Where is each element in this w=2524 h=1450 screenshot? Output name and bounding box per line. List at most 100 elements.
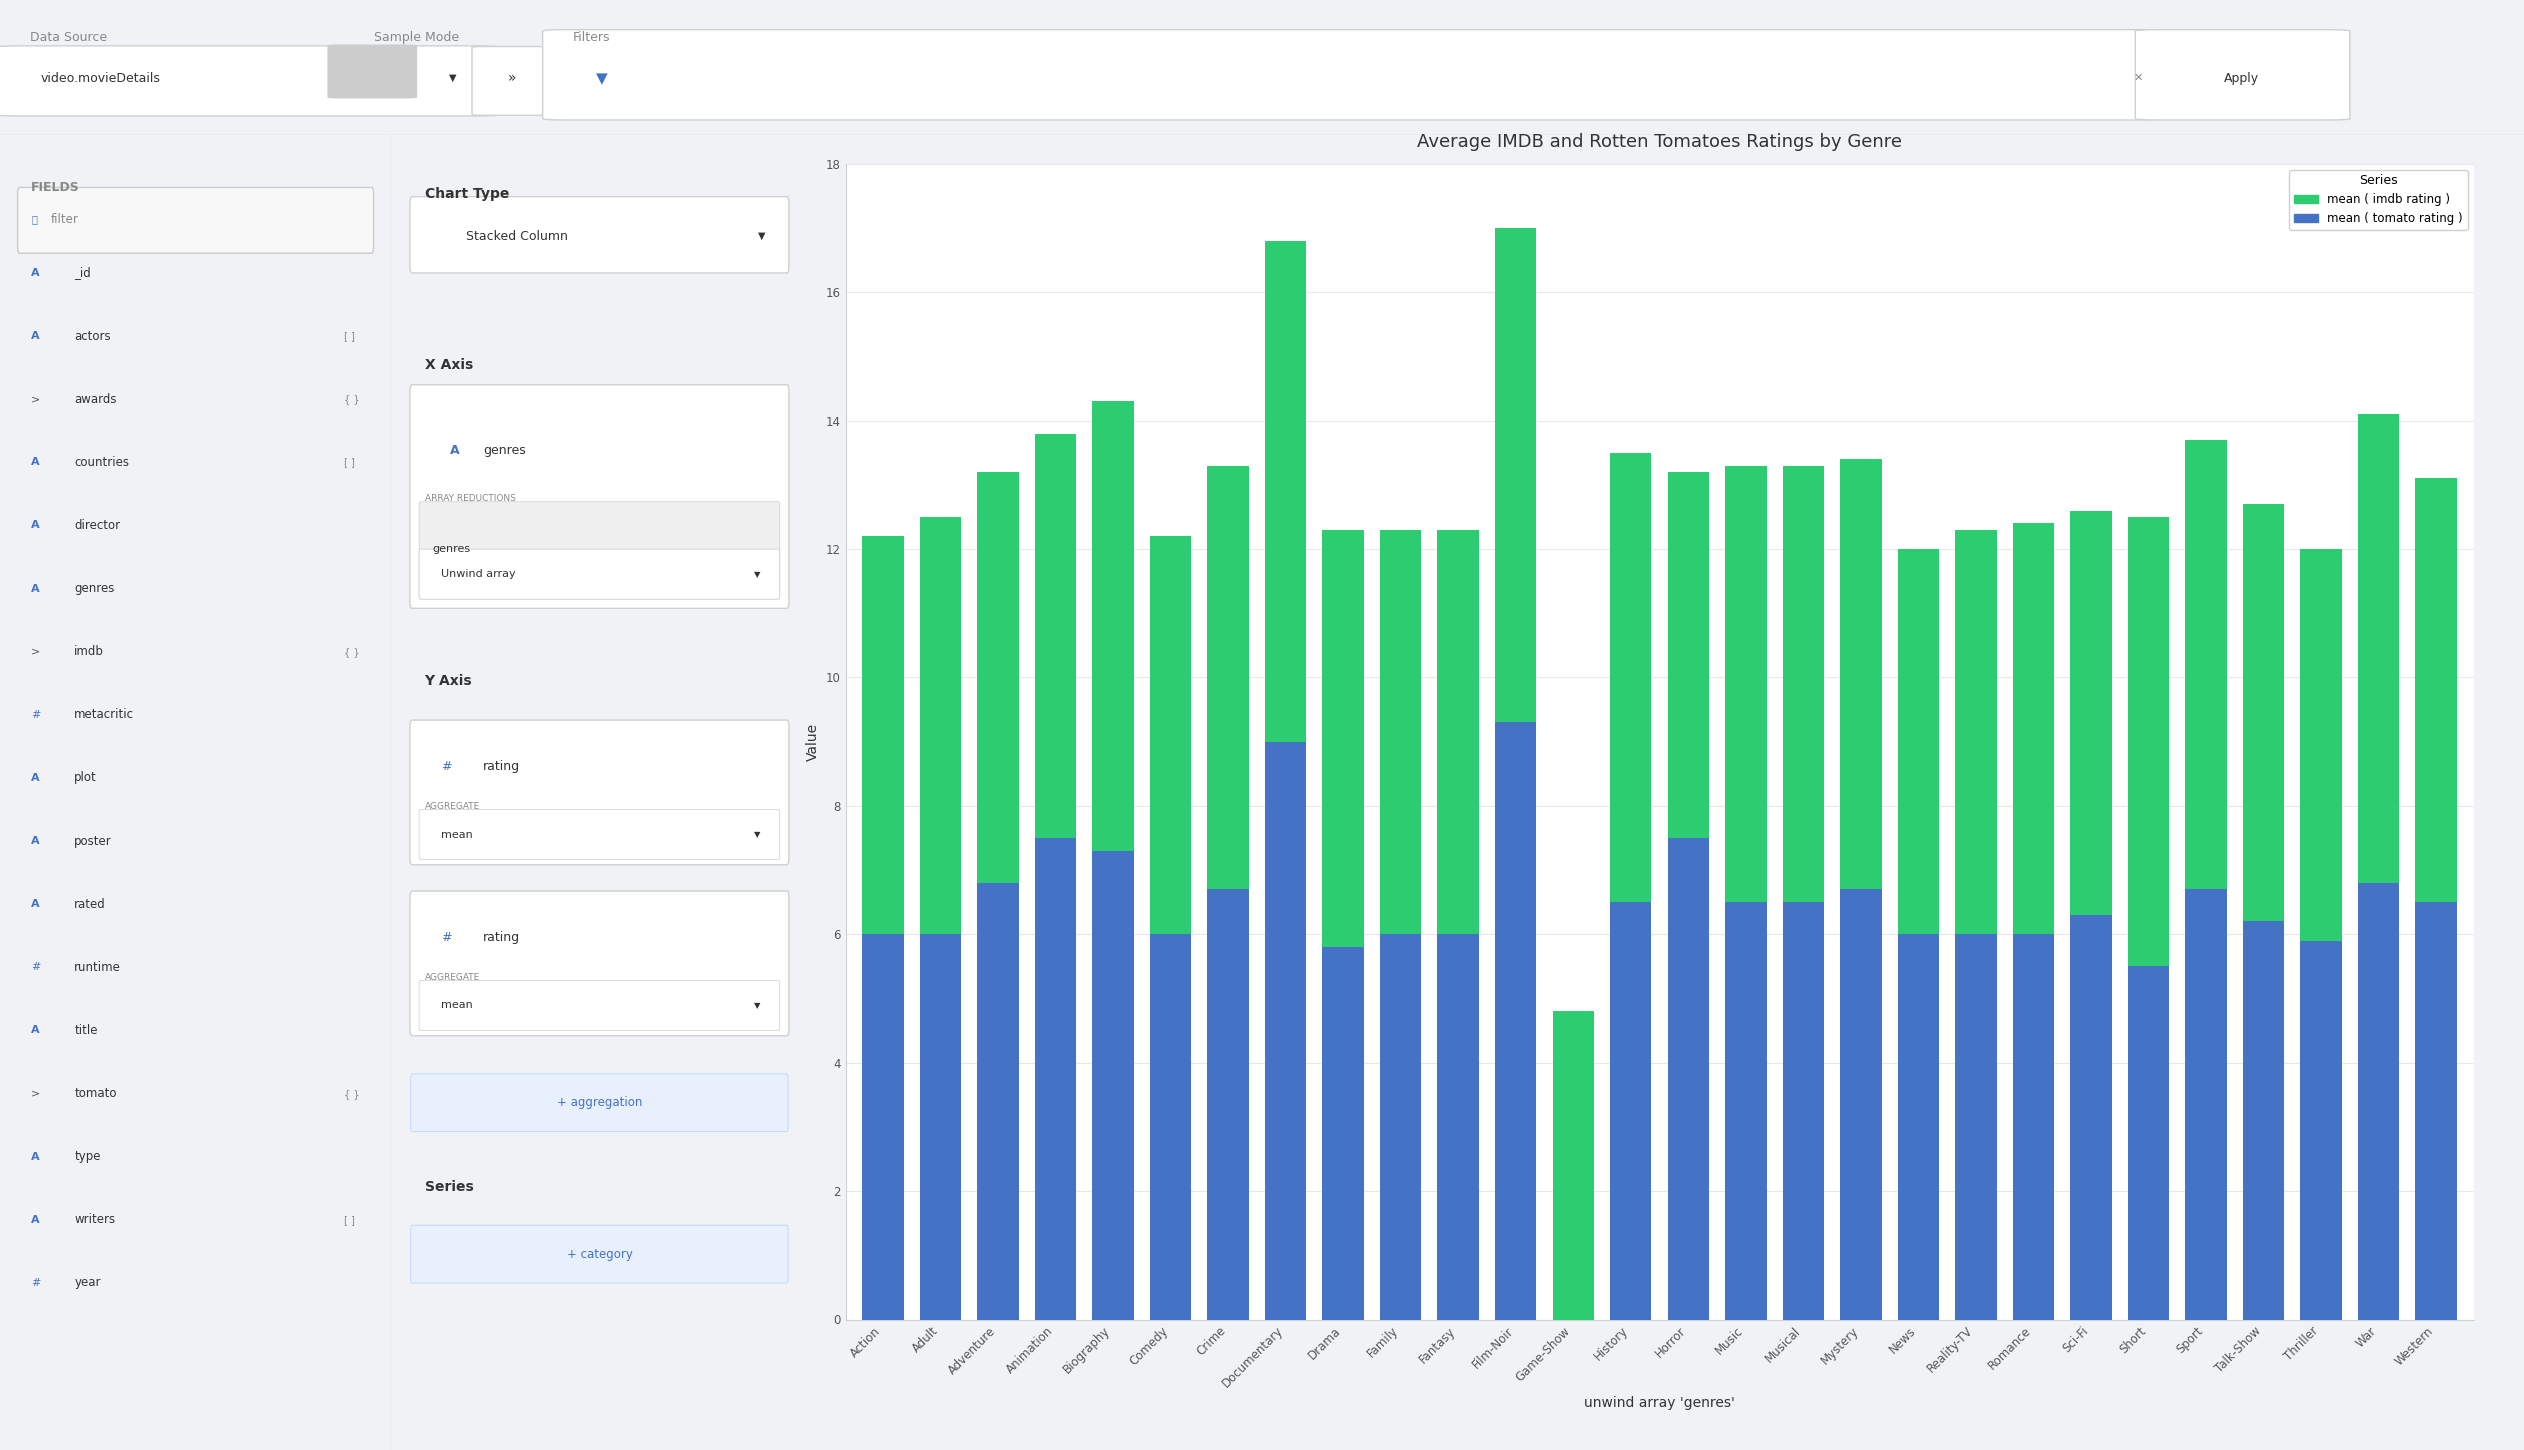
Bar <box>1323 947 1363 1320</box>
Bar <box>1610 452 1651 902</box>
Bar <box>1035 434 1075 838</box>
Text: ▼: ▼ <box>596 71 608 86</box>
Text: #: # <box>442 760 452 773</box>
Text: A: A <box>30 1215 40 1225</box>
Bar <box>2244 505 2284 921</box>
Bar <box>863 934 904 1320</box>
FancyBboxPatch shape <box>18 187 374 254</box>
FancyBboxPatch shape <box>409 721 790 864</box>
Text: genres: genres <box>482 444 525 457</box>
Text: imdb: imdb <box>73 645 103 658</box>
Text: A: A <box>30 899 40 909</box>
Bar <box>2415 902 2456 1320</box>
Bar <box>1151 536 1191 934</box>
Bar <box>2357 883 2400 1320</box>
Bar <box>2070 510 2113 915</box>
Bar <box>1323 529 1363 947</box>
Text: ✕: ✕ <box>2133 72 2143 83</box>
Text: A: A <box>30 773 40 783</box>
Text: actors: actors <box>73 329 111 342</box>
Text: »: » <box>507 71 517 86</box>
Text: 🔍: 🔍 <box>30 215 38 223</box>
Text: { }: { } <box>343 647 361 657</box>
Text: Apply: Apply <box>2224 71 2259 84</box>
Bar <box>2299 550 2342 941</box>
Bar <box>2070 915 2113 1320</box>
Text: ARRAY REDUCTIONS: ARRAY REDUCTIONS <box>424 494 515 503</box>
Bar <box>1668 473 1709 838</box>
Text: filter: filter <box>50 213 78 226</box>
Text: >: > <box>30 1089 40 1099</box>
Text: #: # <box>30 710 40 719</box>
Text: Series: Series <box>424 1180 475 1195</box>
Text: Stacked Column: Stacked Column <box>467 229 568 242</box>
FancyBboxPatch shape <box>419 550 780 599</box>
Bar <box>1265 742 1307 1320</box>
Bar <box>1265 241 1307 742</box>
Bar <box>2128 966 2168 1320</box>
Text: Unwind array: Unwind array <box>442 568 515 579</box>
FancyBboxPatch shape <box>419 502 780 599</box>
Text: year: year <box>73 1276 101 1289</box>
Bar <box>1840 889 1880 1320</box>
Text: video.movieDetails: video.movieDetails <box>40 71 159 84</box>
Text: director: director <box>73 519 121 532</box>
Bar <box>1552 1011 1595 1320</box>
FancyBboxPatch shape <box>543 29 2158 120</box>
Bar <box>1151 934 1191 1320</box>
Text: { }: { } <box>343 1089 361 1099</box>
Bar <box>2299 941 2342 1320</box>
Bar <box>1610 902 1651 1320</box>
Bar <box>1381 934 1421 1320</box>
Bar <box>1898 550 1938 934</box>
Text: A: A <box>30 457 40 467</box>
Text: ▼: ▼ <box>757 231 765 241</box>
Text: genres: genres <box>434 544 472 554</box>
FancyBboxPatch shape <box>328 45 416 97</box>
Text: mean: mean <box>442 829 472 840</box>
Bar <box>919 518 962 934</box>
Bar <box>1494 722 1537 1320</box>
Bar <box>1206 889 1249 1320</box>
Text: mean: mean <box>442 1000 472 1011</box>
Text: rated: rated <box>73 898 106 911</box>
Bar <box>1494 228 1537 722</box>
Bar <box>863 536 904 934</box>
Text: A: A <box>30 268 40 278</box>
Bar <box>2186 439 2226 889</box>
Bar <box>2357 415 2400 883</box>
Bar <box>2128 518 2168 966</box>
Text: A: A <box>30 837 40 847</box>
Bar <box>2012 934 2055 1320</box>
Text: + category: + category <box>565 1247 634 1260</box>
Bar <box>2012 523 2055 934</box>
Text: genres: genres <box>73 581 114 594</box>
Bar <box>1093 851 1133 1320</box>
Text: writers: writers <box>73 1214 116 1227</box>
Text: #: # <box>30 1277 40 1288</box>
Text: Sample Mode: Sample Mode <box>374 32 459 45</box>
Text: ▼: ▼ <box>755 829 760 840</box>
Text: #: # <box>30 963 40 973</box>
Text: [ ]: [ ] <box>343 1215 356 1225</box>
Text: plot: plot <box>73 771 96 784</box>
Text: Y Axis: Y Axis <box>424 674 472 689</box>
FancyBboxPatch shape <box>419 980 780 1031</box>
FancyBboxPatch shape <box>409 384 790 609</box>
Text: A: A <box>30 583 40 593</box>
Text: Filters: Filters <box>573 32 611 45</box>
Text: runtime: runtime <box>73 961 121 974</box>
Title: Average IMDB and Rotten Tomatoes Ratings by Genre: Average IMDB and Rotten Tomatoes Ratings… <box>1416 133 1903 151</box>
Bar <box>1668 838 1709 1320</box>
Text: A: A <box>30 521 40 531</box>
Text: X Axis: X Axis <box>424 358 472 373</box>
Text: + aggregation: + aggregation <box>558 1096 641 1109</box>
Bar <box>2415 478 2456 902</box>
FancyBboxPatch shape <box>0 46 500 116</box>
Bar <box>919 934 962 1320</box>
FancyBboxPatch shape <box>472 46 553 116</box>
X-axis label: unwind array 'genres': unwind array 'genres' <box>1585 1396 1734 1409</box>
FancyBboxPatch shape <box>2135 29 2350 120</box>
FancyBboxPatch shape <box>409 892 790 1035</box>
Text: A: A <box>449 444 459 457</box>
